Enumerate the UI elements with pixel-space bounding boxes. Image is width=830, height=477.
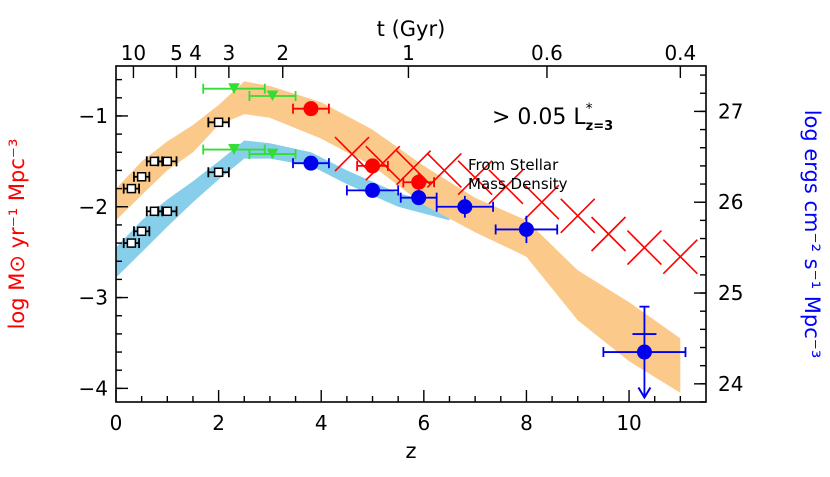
black_upper-point (133, 171, 151, 182)
x-tick-label: 0 (110, 411, 123, 435)
right-y-tick-label: 25 (718, 281, 743, 305)
x-tick-label: 8 (520, 411, 533, 435)
model-bands (116, 81, 681, 393)
top-tick-label: 3 (223, 41, 236, 65)
left-y-tick-label: −2 (79, 195, 108, 219)
black_lower-point (133, 226, 151, 237)
right-y-tick-label: 24 (718, 372, 743, 396)
x-tick-label: 6 (417, 411, 430, 435)
left-axis-title: log M⊙ yr⁻¹ Mpc⁻³ (5, 139, 29, 330)
black_lower-point (157, 206, 178, 217)
red_dots-point (402, 173, 435, 192)
top-tick-label: 10 (121, 41, 146, 65)
blue_dots-point (399, 190, 438, 206)
x-tick-label: 4 (315, 411, 328, 435)
green_upper-point (202, 83, 266, 94)
blue_upper_limit-point (602, 305, 687, 400)
stellar-annotation-line2: Mass Density (468, 175, 568, 193)
top-tick-label: 5 (170, 41, 183, 65)
x-tick-label: 10 (616, 411, 641, 435)
blue_dots-point (292, 155, 330, 171)
stellar-mass-cross (457, 160, 493, 196)
stellar-mass-cross (365, 145, 401, 181)
black_upper-point (207, 117, 230, 128)
x-axis-title: z (405, 439, 416, 463)
data-points (122, 83, 687, 400)
stellar-mass-cross (590, 216, 627, 252)
stellar-mass-cross (488, 169, 524, 205)
stellar-mass-cross (524, 184, 560, 220)
luminosity-annotation: > 0.05 L* z=3 (492, 101, 613, 134)
black_upper-point (122, 183, 140, 194)
red_dots-point (292, 101, 330, 117)
green_lower-point (202, 144, 266, 155)
top-axis-title: t (Gyr) (377, 17, 446, 41)
blue_dots-point (345, 182, 400, 198)
top-tick-label: 1 (402, 41, 415, 65)
right-axis-title: log ergs cm⁻² s⁻¹ Mpc⁻³ (800, 110, 824, 359)
black_lower-point (207, 167, 230, 178)
top-tick-label: 0.6 (531, 41, 563, 65)
black_lower-point (122, 238, 140, 249)
band-uncorrected (116, 140, 450, 278)
green_upper-point (248, 90, 297, 101)
x-tick-label: 2 (212, 411, 225, 435)
right-y-tick-label: 26 (718, 190, 743, 214)
top-tick-label: 2 (276, 41, 289, 65)
right-y-tick-label: 27 (718, 99, 743, 123)
stellar-mass-cross (626, 230, 663, 266)
blue_dots-point (435, 195, 494, 218)
left-y-tick-label: −4 (79, 376, 108, 400)
red_dots-point (356, 158, 389, 174)
left-y-tick-label: −1 (79, 104, 108, 128)
blue_dots-point (494, 215, 559, 244)
stellar-mass-cross (560, 198, 596, 234)
green_lower-point (248, 148, 297, 160)
black_upper-point (157, 156, 178, 167)
stellar-annotation-line1: From Stellar (468, 156, 559, 174)
top-tick-label: 4 (189, 41, 202, 65)
top-tick-label: 0.4 (664, 41, 696, 65)
left-y-tick-label: −3 (79, 286, 108, 310)
stellar-mass-cross (662, 239, 698, 275)
plot-frame (115, 65, 707, 403)
